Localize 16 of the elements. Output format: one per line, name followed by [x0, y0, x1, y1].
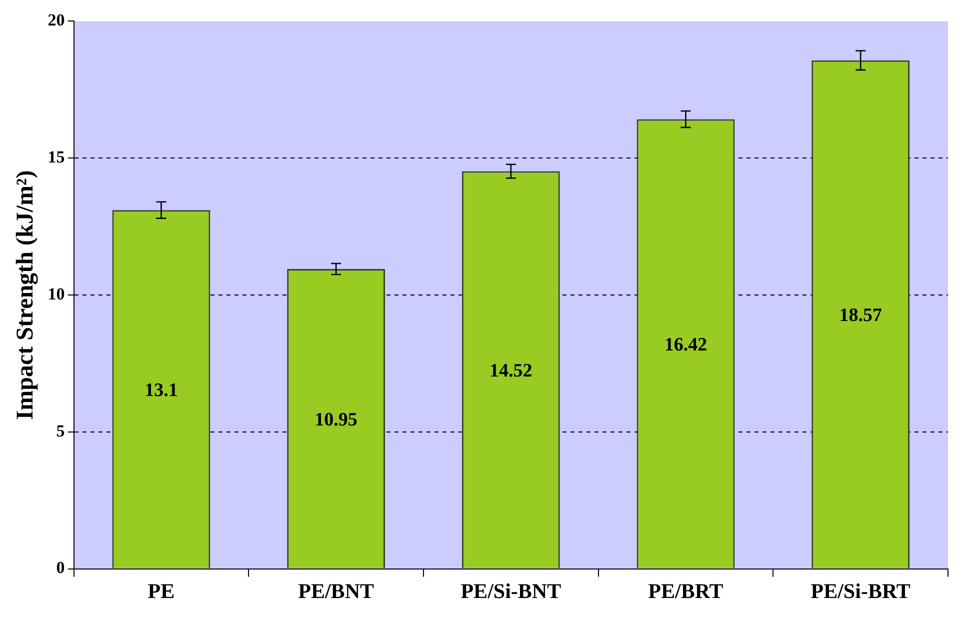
y-tick-label: 0 [56, 558, 65, 578]
y-tick-label: 20 [48, 10, 65, 30]
y-tick-label: 10 [48, 284, 65, 304]
y-axis-title: Impact Strength (kJ/m²) [12, 170, 39, 420]
data-label: 13.1 [144, 380, 178, 402]
x-tick-label: PE/Si-BRT [810, 578, 910, 603]
data-label: 18.57 [839, 305, 882, 326]
data-label: 16.42 [664, 334, 708, 356]
y-tick-label: 5 [56, 421, 65, 440]
x-tick-label: PE/Si-BNT [460, 578, 562, 603]
x-tick-label: PE [148, 578, 175, 603]
x-tick-label: PE/BRT [648, 578, 724, 603]
y-tick-label: 15 [48, 147, 65, 166]
data-label: 14.52 [490, 360, 532, 382]
x-tick-label: PE/BNT [298, 578, 374, 603]
data-label: 10.95 [314, 410, 358, 431]
